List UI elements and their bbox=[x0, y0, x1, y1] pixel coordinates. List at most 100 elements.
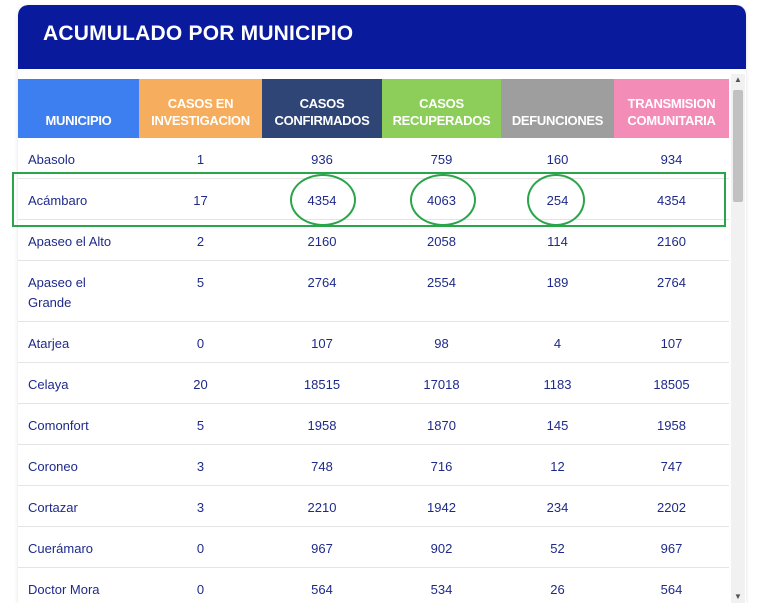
cell-defunciones: 145 bbox=[546, 418, 569, 433]
column-header-label: MUNICIPIO bbox=[45, 113, 112, 128]
cell-transmision: 2160 bbox=[657, 234, 686, 249]
cell-investigacion: 2 bbox=[196, 234, 205, 249]
cell-transmision: 4354 bbox=[657, 193, 686, 208]
cell-confirmados: 748 bbox=[311, 459, 333, 474]
cell-defunciones: 1183 bbox=[543, 377, 572, 392]
municipio-card: ACUMULADO POR MUNICIPIO MUNICIPIO CASOS E… bbox=[18, 5, 746, 603]
cell-municipio: Doctor Mora bbox=[28, 582, 100, 597]
cell-recuperados: 716 bbox=[430, 459, 453, 474]
column-header-transmision: TRANSMISION COMUNITARIA bbox=[614, 79, 729, 138]
page-title: ACUMULADO POR MUNICIPIO bbox=[43, 22, 354, 45]
table-row: Coroneo 3 748 716 12 747 bbox=[18, 445, 729, 486]
cell-investigacion: 17 bbox=[193, 193, 208, 208]
cell-investigacion: 20 bbox=[193, 377, 208, 392]
cell-defunciones: 189 bbox=[546, 275, 569, 290]
acambaro-highlight-box bbox=[12, 172, 726, 227]
cell-municipio: Comonfort bbox=[28, 418, 89, 433]
cell-confirmados: 107 bbox=[311, 336, 333, 351]
column-header-label: CONFIRMADOS bbox=[274, 113, 370, 128]
recuperados-highlight-oval bbox=[410, 174, 476, 226]
table-row: Celaya 20 18515 17018 1183 18505 bbox=[18, 363, 729, 404]
cell-transmision: 934 bbox=[660, 152, 683, 167]
cell-confirmados: 2764 bbox=[307, 275, 337, 290]
cell-municipio: Apaseo el Grande bbox=[28, 275, 86, 310]
table-row: Atarjea 0 107 98 4 107 bbox=[18, 322, 729, 363]
cell-municipio: Cuerámaro bbox=[28, 541, 94, 556]
table-row: Abasolo 1 936 759 160 934 bbox=[18, 138, 729, 179]
scroll-down-arrow-icon[interactable]: ▼ bbox=[734, 592, 742, 601]
table-row: Apaseo el Grande 5 2764 2554 189 2764 bbox=[18, 261, 729, 322]
defunciones-highlight-oval bbox=[527, 174, 585, 226]
table-row: Cuerámaro 0 967 902 52 967 bbox=[18, 527, 729, 568]
cell-transmision: 18505 bbox=[653, 377, 690, 392]
table-row: Doctor Mora 0 564 534 26 564 bbox=[18, 568, 729, 603]
cell-confirmados: 18515 bbox=[303, 377, 341, 392]
cell-investigacion: 3 bbox=[196, 459, 205, 474]
cell-transmision: 107 bbox=[660, 336, 683, 351]
cell-confirmados: 936 bbox=[311, 152, 333, 167]
cell-investigacion: 5 bbox=[196, 418, 205, 433]
cell-municipio: Coroneo bbox=[28, 459, 78, 474]
cell-investigacion: 0 bbox=[196, 541, 205, 556]
cell-investigacion: 1 bbox=[196, 152, 205, 167]
cell-defunciones: 4 bbox=[553, 336, 562, 351]
cell-investigacion: 3 bbox=[196, 500, 205, 515]
confirmados-highlight-oval bbox=[290, 174, 356, 226]
cell-recuperados: 1942 bbox=[427, 500, 456, 515]
column-header-confirmados: CASOS CONFIRMADOS bbox=[262, 79, 382, 138]
column-header-label: DEFUNCIONES bbox=[511, 113, 604, 128]
cell-recuperados: 17018 bbox=[423, 377, 460, 392]
table-header: MUNICIPIO CASOS EN INVESTIGACION CASOS CONFI… bbox=[18, 79, 729, 138]
cell-confirmados: 2210 bbox=[307, 500, 337, 515]
scroll-up-arrow-icon[interactable]: ▲ bbox=[734, 75, 742, 84]
municipio-table: MUNICIPIO CASOS EN INVESTIGACION CASOS CONFI… bbox=[18, 79, 729, 603]
cell-defunciones: 160 bbox=[546, 152, 569, 167]
cell-confirmados: 564 bbox=[311, 582, 333, 597]
column-header-label: COMUNITARIA bbox=[627, 113, 716, 128]
cell-municipio: Apaseo el Alto bbox=[28, 234, 112, 249]
column-header-label: RECUPERADOS bbox=[392, 113, 491, 128]
column-header-label: INVESTIGACION bbox=[151, 113, 250, 128]
cell-confirmados: 1958 bbox=[307, 418, 337, 433]
cell-confirmados: 967 bbox=[311, 541, 333, 556]
cell-confirmados: 2160 bbox=[307, 234, 337, 249]
column-header-investigacion: CASOS EN INVESTIGACION bbox=[139, 79, 262, 138]
cell-transmision: 2764 bbox=[657, 275, 686, 290]
column-header-label: CASOS bbox=[419, 96, 464, 111]
cell-defunciones: 234 bbox=[546, 500, 569, 515]
cell-defunciones: 26 bbox=[550, 582, 565, 597]
cell-transmision: 747 bbox=[660, 459, 683, 474]
vertical-scrollbar[interactable]: ▲ ▼ bbox=[731, 74, 745, 603]
cell-recuperados: 902 bbox=[430, 541, 453, 556]
cell-municipio: Acámbaro bbox=[28, 193, 88, 208]
cell-recuperados: 2554 bbox=[427, 275, 456, 290]
cell-municipio: Abasolo bbox=[28, 152, 75, 167]
scroll-thumb[interactable] bbox=[733, 90, 743, 202]
cell-defunciones: 114 bbox=[547, 234, 568, 249]
column-header-label: TRANSMISION bbox=[627, 96, 716, 111]
cell-defunciones: 12 bbox=[550, 459, 565, 474]
column-header-recuperados: CASOS RECUPERADOS bbox=[382, 79, 501, 138]
cell-recuperados: 2058 bbox=[427, 234, 456, 249]
column-header-defunciones: DEFUNCIONES bbox=[501, 79, 614, 138]
cell-transmision: 564 bbox=[660, 582, 683, 597]
cell-investigacion: 5 bbox=[196, 275, 205, 290]
cell-recuperados: 1870 bbox=[427, 418, 456, 433]
column-header-label: CASOS bbox=[299, 96, 345, 111]
card-header: ACUMULADO POR MUNICIPIO bbox=[18, 5, 746, 69]
cell-transmision: 2202 bbox=[657, 500, 686, 515]
table-row: Cortazar 3 2210 1942 234 2202 bbox=[18, 486, 729, 527]
table-row: Comonfort 5 1958 1870 145 1958 bbox=[18, 404, 729, 445]
cell-investigacion: 0 bbox=[196, 582, 205, 597]
cell-investigacion: 0 bbox=[196, 336, 205, 351]
column-header-municipio: MUNICIPIO bbox=[18, 79, 139, 138]
table-row: Apaseo el Alto 2 2160 2058 114 2160 bbox=[18, 220, 729, 261]
cell-recuperados: 534 bbox=[430, 582, 453, 597]
column-header-label: CASOS EN bbox=[167, 96, 234, 111]
cell-recuperados: 759 bbox=[430, 152, 453, 167]
cell-municipio: Atarjea bbox=[28, 336, 70, 351]
cell-transmision: 967 bbox=[660, 541, 683, 556]
cell-municipio: Cortazar bbox=[28, 500, 78, 515]
cell-transmision: 1958 bbox=[657, 418, 686, 433]
cell-recuperados: 98 bbox=[434, 336, 449, 351]
